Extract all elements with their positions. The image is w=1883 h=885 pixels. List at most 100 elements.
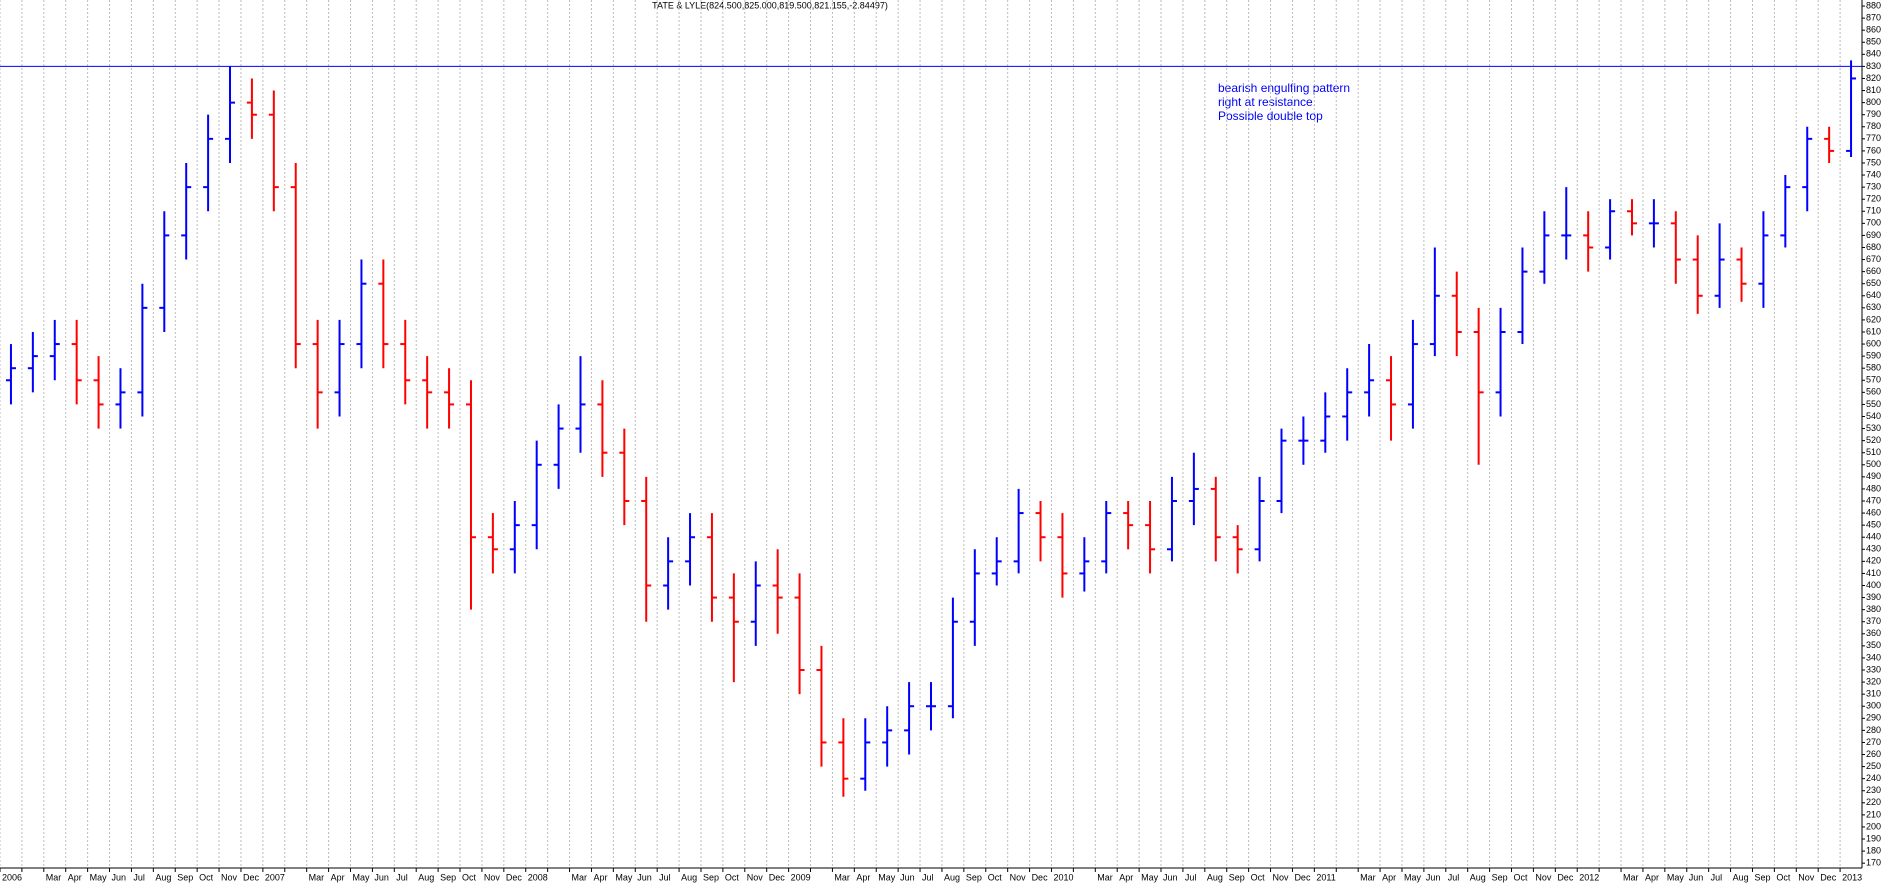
y-tick-label: 360 (1866, 628, 1881, 638)
y-tick-label: 640 (1866, 290, 1881, 300)
x-tick-label: Jun (374, 872, 389, 882)
x-tick-label: 2007 (265, 872, 285, 882)
x-tick-label: Dec (1294, 872, 1311, 882)
x-tick-label: Dec (1820, 872, 1837, 882)
x-tick-label: 2013 (1842, 872, 1862, 882)
y-tick-label: 510 (1866, 447, 1881, 457)
y-tick-label: 780 (1866, 121, 1881, 131)
x-tick-label: Jul (133, 872, 145, 882)
x-tick-label: Nov (484, 872, 501, 882)
y-tick-label: 580 (1866, 363, 1881, 373)
x-tick-label: 2010 (1053, 872, 1073, 882)
y-tick-label: 290 (1866, 713, 1881, 723)
x-tick-label: Nov (1010, 872, 1027, 882)
x-tick-label: Nov (1535, 872, 1552, 882)
x-tick-label: Jun (1426, 872, 1441, 882)
y-tick-label: 620 (1866, 314, 1881, 324)
x-tick-label: Dec (1557, 872, 1574, 882)
x-tick-label: Aug (681, 872, 697, 882)
y-tick-label: 720 (1866, 194, 1881, 204)
y-tick-label: 430 (1866, 544, 1881, 554)
y-tick-label: 810 (1866, 85, 1881, 95)
x-tick-label: Oct (199, 872, 214, 882)
y-tick-label: 350 (1866, 640, 1881, 650)
y-tick-label: 340 (1866, 652, 1881, 662)
x-tick-label: Sep (177, 872, 193, 882)
y-tick-label: 880 (1866, 0, 1881, 10)
x-tick-label: Aug (155, 872, 171, 882)
x-tick-label: Jun (637, 872, 652, 882)
y-tick-label: 550 (1866, 399, 1881, 409)
x-tick-label: Mar (1360, 872, 1376, 882)
x-tick-label: Oct (1251, 872, 1266, 882)
y-tick-label: 440 (1866, 532, 1881, 542)
x-tick-label: Oct (1514, 872, 1529, 882)
y-tick-label: 180 (1866, 845, 1881, 855)
y-tick-label: 310 (1866, 689, 1881, 699)
x-tick-label: Jun (112, 872, 127, 882)
x-tick-label: Mar (572, 872, 588, 882)
x-tick-label: Nov (747, 872, 764, 882)
y-tick-label: 230 (1866, 785, 1881, 795)
x-tick-label: Oct (988, 872, 1003, 882)
x-tick-label: 2011 (1316, 872, 1335, 882)
y-tick-label: 270 (1866, 737, 1881, 747)
x-tick-label: 2006 (2, 872, 22, 882)
x-tick-label: 2008 (528, 872, 548, 882)
x-tick-label: Oct (1776, 872, 1791, 882)
x-tick-label: Mar (309, 872, 325, 882)
x-tick-label: Jun (900, 872, 915, 882)
y-tick-label: 730 (1866, 181, 1881, 191)
y-tick-label: 400 (1866, 580, 1881, 590)
y-tick-label: 380 (1866, 604, 1881, 614)
x-tick-label: Sep (703, 872, 719, 882)
x-tick-label: Jul (922, 872, 934, 882)
y-tick-label: 540 (1866, 411, 1881, 421)
x-tick-label: Aug (1733, 872, 1749, 882)
y-tick-label: 520 (1866, 435, 1881, 445)
y-tick-label: 240 (1866, 773, 1881, 783)
y-tick-label: 820 (1866, 73, 1881, 83)
y-tick-label: 590 (1866, 351, 1881, 361)
x-tick-label: Nov (221, 872, 238, 882)
y-tick-label: 570 (1866, 375, 1881, 385)
y-tick-label: 460 (1866, 507, 1881, 517)
y-tick-label: 760 (1866, 145, 1881, 155)
y-tick-label: 370 (1866, 616, 1881, 626)
x-tick-label: Mar (834, 872, 850, 882)
x-tick-label: Mar (46, 872, 62, 882)
x-tick-label: Aug (1470, 872, 1486, 882)
y-tick-label: 740 (1866, 169, 1881, 179)
x-tick-label: Dec (1032, 872, 1049, 882)
x-tick-label: Dec (243, 872, 260, 882)
y-tick-label: 410 (1866, 568, 1881, 578)
annotation: bearish engulfing pattern (1218, 81, 1350, 95)
x-tick-label: May (878, 872, 896, 882)
x-tick-label: Sep (1229, 872, 1245, 882)
x-tick-label: Jun (1163, 872, 1178, 882)
y-tick-label: 480 (1866, 483, 1881, 493)
x-tick-label: Apr (68, 872, 82, 882)
y-tick-label: 420 (1866, 556, 1881, 566)
y-tick-label: 710 (1866, 206, 1881, 216)
y-tick-label: 670 (1866, 254, 1881, 264)
x-tick-label: Jul (659, 872, 671, 882)
y-tick-label: 500 (1866, 459, 1881, 469)
y-tick-label: 470 (1866, 495, 1881, 505)
x-tick-label: Sep (1754, 872, 1770, 882)
y-tick-label: 200 (1866, 821, 1881, 831)
x-tick-label: Dec (769, 872, 786, 882)
y-tick-label: 790 (1866, 109, 1881, 119)
x-tick-label: Jul (1711, 872, 1723, 882)
y-tick-label: 320 (1866, 676, 1881, 686)
x-tick-label: May (352, 872, 370, 882)
y-tick-label: 280 (1866, 725, 1881, 735)
x-tick-label: Sep (1492, 872, 1508, 882)
y-tick-label: 390 (1866, 592, 1881, 602)
y-tick-label: 300 (1866, 701, 1881, 711)
x-tick-label: May (90, 872, 108, 882)
y-tick-label: 770 (1866, 133, 1881, 143)
y-tick-label: 750 (1866, 157, 1881, 167)
y-tick-label: 170 (1866, 858, 1881, 868)
y-tick-label: 330 (1866, 664, 1881, 674)
